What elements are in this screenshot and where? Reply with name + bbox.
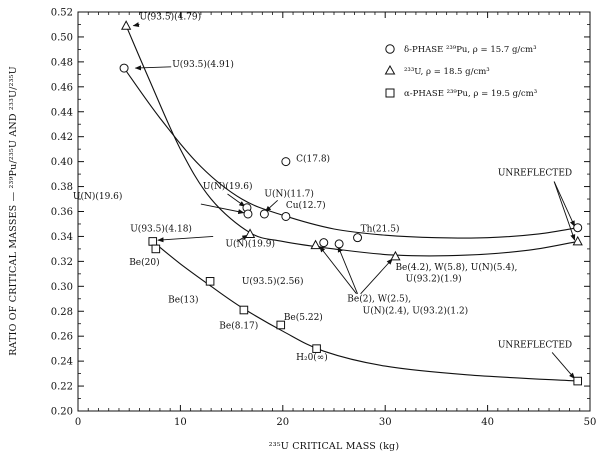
annotation-arrow (319, 245, 357, 295)
y-tick-label: 0.36 (51, 207, 73, 218)
annotation-label: U(93.5)(2.56) (242, 276, 304, 287)
x-tick-label: 30 (379, 417, 392, 428)
curve-delta-pu (123, 67, 578, 239)
triangle-marker (244, 228, 256, 238)
square-marker (151, 244, 161, 254)
annotation-arrow (134, 65, 172, 71)
curve-alpha-pu (152, 240, 578, 382)
circle-marker (353, 233, 363, 243)
annotation-label: U(93.5)(4.91) (172, 59, 234, 70)
annotation-label: UNREFLECTED (498, 168, 572, 178)
triangle-marker (310, 239, 321, 250)
annotation-arrow (337, 245, 358, 294)
x-tick-label: 0 (75, 417, 81, 428)
square-marker (148, 237, 158, 246)
x-tick-label: 50 (584, 417, 597, 428)
y-tick-label: 0.32 (51, 257, 73, 268)
annotation-label: U(93.5)(4.79) (139, 11, 201, 22)
annotation-arrow (200, 203, 245, 215)
legend: δ-PHASE ²³⁹Pu, ρ = 15.7 g/cm³ ²³³U, ρ = … (384, 44, 537, 99)
annotation-arrow (157, 235, 214, 243)
legend-marker-circle (385, 44, 395, 54)
y-tick-label: 0.46 (51, 82, 73, 93)
annotation-leaders (132, 22, 576, 380)
annotation-label: U(93.5)(4.18) (130, 223, 192, 234)
y-tick-label: 0.40 (51, 157, 73, 168)
annotation-label: Be(13) (168, 295, 198, 306)
legend-label-u233: ²³³U, ρ = 18.5 g/cm³ (404, 67, 490, 77)
y-tick-label: 0.30 (51, 282, 73, 293)
triangle-marker (390, 250, 401, 261)
data-points (119, 20, 583, 386)
y-tick-label: 0.44 (51, 107, 73, 118)
annotation-label: U(93.2)(1.9) (406, 273, 462, 284)
triangle-marker (120, 20, 132, 30)
y-tick-label: 0.22 (51, 382, 73, 393)
y-tick-label: 0.38 (51, 182, 73, 193)
circle-marker (573, 223, 583, 233)
annotation-label: U(N)(19.9) (225, 238, 275, 249)
y-tick-label: 0.52 (51, 8, 73, 19)
y-tick-label: 0.50 (51, 32, 73, 43)
square-marker (573, 376, 583, 386)
annotation-arrow (264, 199, 278, 212)
square-marker (276, 320, 286, 330)
x-tick-label: 40 (481, 417, 494, 428)
annotation-arrow (553, 181, 576, 241)
annotation-label: U(N)(19.6) (203, 181, 253, 192)
square-marker (312, 344, 321, 353)
y-axis-title: RATIO OF CRITICAL MASSES — ²³⁹Pu/²³⁵U AN… (8, 66, 19, 356)
y-tick-label: 0.24 (51, 357, 73, 368)
annotation-label: Be(2), W(2.5), (347, 293, 411, 304)
circle-marker (281, 211, 291, 221)
annotation-arrow (227, 193, 246, 207)
circle-marker (243, 209, 253, 219)
annotation-arrow (551, 352, 576, 380)
annotation-label: Th(21.5) (361, 223, 400, 234)
y-tick-label: 0.48 (51, 57, 73, 68)
y-tick-label: 0.34 (51, 232, 73, 243)
annotation-arrow (132, 22, 140, 28)
square-marker (205, 277, 215, 286)
circle-marker (259, 209, 269, 219)
circle-marker (334, 239, 344, 249)
annotation-label: Cu(12.7) (286, 200, 326, 211)
annotation-label: U(N)(19.6) (73, 191, 123, 202)
annotation-label: U(N)(11.7) (264, 189, 314, 200)
annotation-arrow (360, 258, 393, 295)
fit-curves (123, 25, 578, 382)
y-tick-label: 0.28 (51, 307, 73, 318)
annotation-label: H₂0(∞) (296, 352, 328, 363)
curve-u233 (125, 25, 578, 257)
legend-marker-triangle (384, 64, 396, 75)
annotation-label: Be(4.2), W(5.8), U(N)(5.4), (395, 262, 517, 273)
circle-marker (119, 63, 129, 73)
x-axis-title: ²³⁵U CRITICAL MASS (kg) (269, 441, 399, 452)
plot-area (77, 11, 591, 412)
x-tick-label: 20 (276, 417, 289, 428)
annotation-label: C(17.8) (296, 154, 330, 165)
annotation-label: Be(5.22) (284, 312, 323, 323)
y-tick-label: 0.26 (51, 332, 73, 343)
annotation-label: U(N)(2.4), U(93.2)(1.2) (363, 306, 469, 317)
legend-label-delta-pu: δ-PHASE ²³⁹Pu, ρ = 15.7 g/cm³ (404, 45, 537, 55)
annotation-label: Be(20) (129, 257, 159, 268)
y-tick-label: 0.20 (51, 407, 73, 418)
legend-label-alpha-pu: α-PHASE ²³⁹Pu, ρ = 19.5 g/cm³ (404, 89, 537, 99)
circle-marker (319, 238, 329, 248)
x-tick-label: 10 (174, 417, 187, 428)
annotations: U(93.5)(4.79) U(93.5)(4.91) U(N)(19.6) C(17… (73, 11, 572, 362)
legend-marker-square (385, 88, 395, 98)
axis-ticks: 0 10 20 30 40 50 0.20 0.22 0.24 0.26 0.28 0.30 0.32 0… (51, 8, 597, 429)
y-tick-label: 0.42 (51, 132, 73, 143)
triangle-marker (572, 235, 583, 246)
circle-marker (281, 157, 291, 167)
annotation-arrow (553, 181, 576, 228)
annotation-label: UNREFLECTED (498, 340, 572, 350)
annotation-label: Be(8.17) (219, 321, 258, 332)
square-marker (239, 305, 249, 315)
